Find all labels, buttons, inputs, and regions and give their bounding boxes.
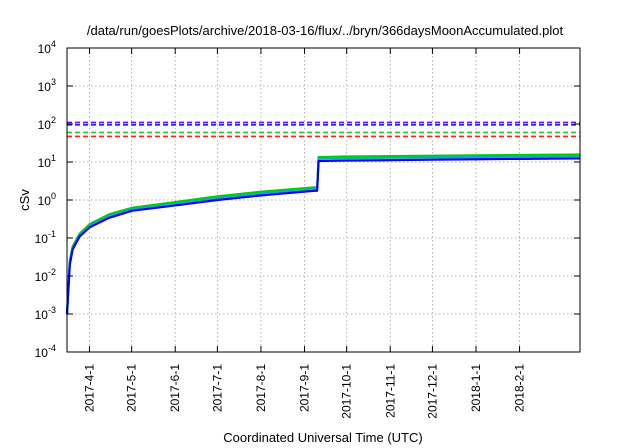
x-tick-label: 2017-7-1 xyxy=(210,364,224,412)
x-tick-label: 2017-12-1 xyxy=(425,364,439,419)
y-tick-label: 10-3 xyxy=(35,305,56,322)
axis-ticks: 10-4 10-3 10-2 10-1 100 101 102 103 104 2017-4-1 2… xyxy=(35,39,580,419)
threshold-lines xyxy=(67,121,580,138)
x-tick-label: 2017-10-1 xyxy=(340,364,354,419)
x-tick-label: 2017-4-1 xyxy=(82,364,96,412)
series-lines xyxy=(65,153,581,315)
series-line xyxy=(65,155,581,315)
x-axis-label: Coordinated Universal Time (UTC) xyxy=(223,430,422,445)
series-line xyxy=(65,153,581,315)
series-line xyxy=(65,157,581,315)
x-tick-label: 2018-2-1 xyxy=(513,364,527,412)
grid xyxy=(67,48,580,352)
y-tick-label: 102 xyxy=(38,115,56,132)
x-tick-label: 2017-5-1 xyxy=(125,364,139,412)
y-tick-label: 10-2 xyxy=(35,267,56,284)
x-tick-label: 2018-1-1 xyxy=(469,364,483,412)
y-axis-label: cSv xyxy=(17,189,32,211)
y-tick-label: 100 xyxy=(38,191,56,208)
y-tick-label: 101 xyxy=(38,153,56,170)
x-tick-label: 2017-9-1 xyxy=(298,364,312,412)
y-tick-label: 104 xyxy=(38,39,56,56)
x-tick-label: 2017-11-1 xyxy=(383,364,397,418)
x-tick-label: 2017-8-1 xyxy=(254,364,268,412)
y-tick-label: 10-4 xyxy=(35,343,56,360)
chart-title: /data/run/goesPlots/archive/2018-03-16/f… xyxy=(87,23,564,38)
y-tick-label: 103 xyxy=(38,77,56,94)
y-tick-label: 10-1 xyxy=(35,229,56,246)
x-tick-label: 2017-6-1 xyxy=(168,364,182,412)
